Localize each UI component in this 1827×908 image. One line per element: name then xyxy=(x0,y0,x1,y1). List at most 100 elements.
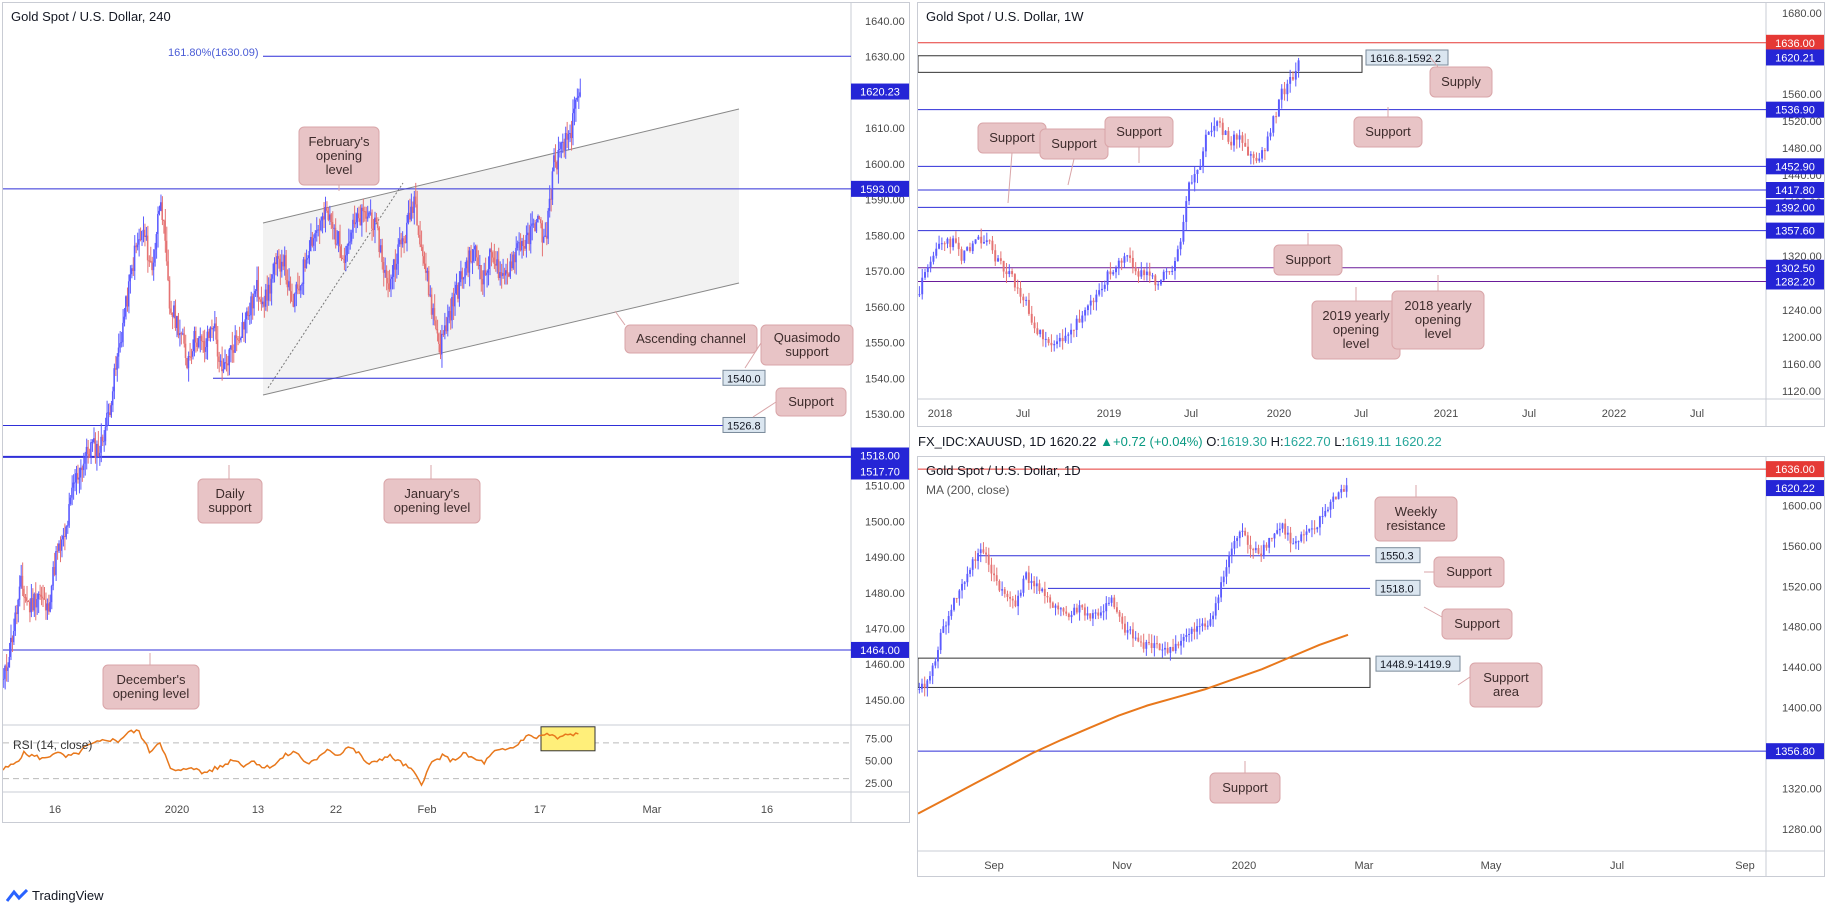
h4-candle xyxy=(107,412,110,414)
d1-candle xyxy=(1193,628,1196,632)
h4-candle xyxy=(142,229,144,231)
h4-candle xyxy=(325,206,328,211)
h4-candle xyxy=(184,343,187,358)
ann-support-1356: Support xyxy=(1222,780,1268,795)
w1-candle xyxy=(1266,136,1269,152)
resistance-label: 1636.00 xyxy=(1775,464,1815,476)
ann-support-b: Support xyxy=(1051,136,1097,151)
h4-candle xyxy=(247,311,249,316)
h4-candle xyxy=(95,443,98,458)
h4-candle xyxy=(366,216,369,219)
w1-candle xyxy=(1247,146,1250,156)
h4-candle xyxy=(474,246,476,250)
y-tick-label: 1610.00 xyxy=(865,123,905,135)
chart-4h-canvas[interactable]: 1640.00 1630.00 1610.00 1600.00 1590.00 1580.… xyxy=(3,3,909,822)
h4-candle xyxy=(26,597,28,602)
h4-candle xyxy=(17,599,19,615)
h4-candle xyxy=(79,467,82,478)
d1-candle xyxy=(993,573,995,576)
d1-candle xyxy=(1313,528,1316,530)
w1-candle xyxy=(1255,157,1258,161)
h4-candle xyxy=(149,260,152,262)
d1-candle xyxy=(1332,496,1335,502)
y-tick-label: 1630.00 xyxy=(865,52,905,64)
h4-candle xyxy=(125,296,127,317)
y-tick-label: 1240.00 xyxy=(1782,305,1822,317)
chart-4h-panel[interactable]: 1640.00 1630.00 1610.00 1600.00 1590.00 1580.… xyxy=(2,2,910,823)
w1-candle xyxy=(1182,221,1185,242)
h4-candle xyxy=(357,213,360,219)
weekly-price-label: 1282.20 xyxy=(1775,276,1815,288)
fib-extension-label: 161.80%(1630.09) xyxy=(168,47,259,59)
y-tick-label: 1400.00 xyxy=(1782,703,1822,715)
chart-weekly-panel[interactable]: 1680.001560.001520.001480.001440.001400.… xyxy=(917,2,1825,427)
h4-candle xyxy=(561,141,564,143)
h4-candle xyxy=(203,341,206,352)
h4-candle xyxy=(336,243,338,245)
ann-quasimodo: Quasimodo xyxy=(774,330,840,345)
h4-candle xyxy=(331,221,334,228)
h4-candle xyxy=(506,270,508,274)
d1-candle xyxy=(953,598,955,610)
h4-candle xyxy=(440,333,443,355)
ann-support: Support xyxy=(788,394,834,409)
h4-candle xyxy=(519,242,522,251)
h4-candle xyxy=(157,213,159,235)
tradingview-footer[interactable]: TradingView xyxy=(6,888,104,903)
h4-candle xyxy=(132,268,134,272)
h4-candle xyxy=(328,214,331,220)
w1-candle xyxy=(1190,182,1193,184)
d1-candle xyxy=(1284,523,1287,535)
h4-candle xyxy=(127,281,130,307)
h4-candle xyxy=(462,277,465,280)
w1-candle xyxy=(966,247,969,251)
w1-candle xyxy=(1165,271,1168,273)
w1-candle xyxy=(991,240,994,251)
h4-candle xyxy=(129,274,131,282)
h4-candle xyxy=(327,210,329,220)
d1-candle xyxy=(961,583,963,591)
h4-candle xyxy=(324,206,326,220)
x-tick-label: Jul xyxy=(1690,408,1704,420)
d1-candle xyxy=(1041,588,1044,592)
h4-candle xyxy=(170,308,172,313)
w1-candle xyxy=(1157,284,1160,286)
h4-candle xyxy=(254,291,257,294)
y-tick-label: 1510.00 xyxy=(865,481,905,493)
h4-candle xyxy=(186,357,188,368)
last-price-label: 1620.21 xyxy=(1775,52,1815,64)
ann-2018-opening: level xyxy=(1425,326,1452,341)
w1-candle xyxy=(1244,142,1247,147)
d1-candle xyxy=(1249,544,1252,550)
h4-candle xyxy=(31,597,34,611)
w1-candle xyxy=(1171,270,1174,273)
ann-weekly-resistance: Weekly xyxy=(1395,504,1438,519)
h4-candle xyxy=(229,345,232,350)
d1-candle xyxy=(1011,598,1014,601)
d1-candle xyxy=(1225,567,1228,577)
d1-candle xyxy=(1075,607,1078,613)
h4-candle xyxy=(111,391,114,406)
h4-candle xyxy=(238,340,241,342)
d1-candle xyxy=(929,676,931,681)
y-tick-label: 1530.00 xyxy=(865,409,905,421)
h4-candle xyxy=(550,198,552,200)
d1-candle xyxy=(1014,600,1017,607)
h4-candle xyxy=(352,219,354,233)
w1-candle xyxy=(1129,255,1132,258)
w1-candle xyxy=(1126,255,1129,257)
d1-candle xyxy=(1089,613,1092,619)
chart-weekly-canvas[interactable]: 1680.001560.001520.001480.001440.001400.… xyxy=(918,3,1824,426)
d1-candle xyxy=(934,661,937,666)
d1-candle xyxy=(971,559,974,570)
d1-candle xyxy=(1308,528,1311,532)
d1-candle xyxy=(1035,583,1038,587)
w1-candle xyxy=(1053,344,1056,346)
h4-candle xyxy=(168,280,171,309)
ann-2019-opening: opening xyxy=(1333,322,1379,337)
w1-candle xyxy=(935,248,938,256)
d1-candle xyxy=(1134,637,1137,639)
chart-daily-canvas[interactable]: 1600.00 1560.00 1520.00 1480.00 1440.00 1400.… xyxy=(918,457,1824,876)
h4-candle xyxy=(397,244,399,264)
chart-daily-panel[interactable]: 1600.00 1560.00 1520.00 1480.00 1440.00 1400.… xyxy=(917,456,1825,877)
